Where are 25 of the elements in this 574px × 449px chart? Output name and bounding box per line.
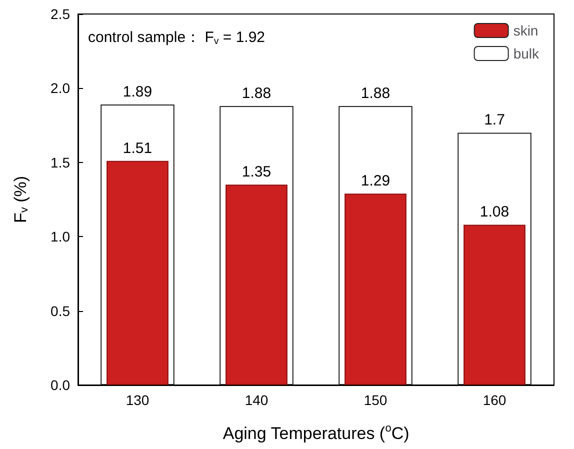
y-tick-label: 0.5 [50,302,70,319]
data-label: 1.51 [122,140,152,157]
data-label: 1.7 [484,112,505,129]
x-tick-label: 130 [126,392,150,408]
data-label: 1.89 [122,84,152,101]
bar [464,224,526,385]
y-tick-label: 1.5 [50,154,70,170]
bar [106,160,168,385]
bar [344,194,406,385]
data-label: 1.08 [480,204,510,221]
data-label: 1.88 [360,85,390,102]
bar [226,184,288,385]
y-axis-title: Fv (%) [10,176,30,224]
x-tick-label: 160 [482,392,506,408]
y-tick-label: 2.5 [50,6,70,22]
data-label: 1.29 [360,172,390,190]
data-label: 1.88 [242,85,272,102]
x-tick-label: 140 [244,392,268,408]
y-tick-label: 2.0 [50,80,70,96]
legend-label: skin [513,22,538,38]
legend-label: bulk [513,46,540,62]
y-tick-label: 0.0 [50,377,70,393]
y-tick-label: 1.0 [50,228,70,245]
data-label: 1.35 [242,164,272,181]
x-tick-label: 150 [364,392,388,408]
